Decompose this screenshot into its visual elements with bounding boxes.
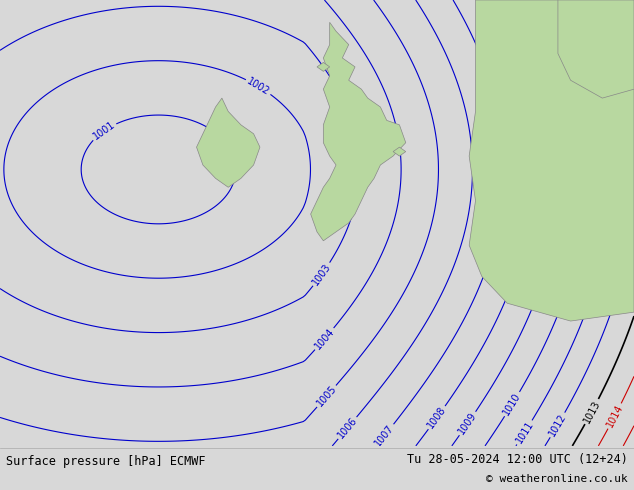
Text: 1012: 1012	[597, 1, 616, 27]
Text: 1004: 1004	[313, 326, 336, 351]
Polygon shape	[393, 147, 406, 156]
Text: Surface pressure [hPa] ECMWF: Surface pressure [hPa] ECMWF	[6, 455, 206, 468]
Text: 1006: 1006	[335, 416, 359, 441]
Text: 1013: 1013	[581, 398, 602, 425]
Text: © weatheronline.co.uk: © weatheronline.co.uk	[486, 474, 628, 484]
Text: 1005: 1005	[314, 384, 339, 409]
Text: 1007: 1007	[373, 423, 396, 448]
Text: 1002: 1002	[245, 76, 271, 97]
Text: 1010: 1010	[501, 391, 523, 417]
Text: 1008: 1008	[425, 405, 448, 431]
Text: 1009: 1009	[456, 411, 479, 437]
Text: 1014: 1014	[605, 403, 624, 429]
Text: 1003: 1003	[311, 262, 333, 287]
Text: Tu 28-05-2024 12:00 UTC (12+24): Tu 28-05-2024 12:00 UTC (12+24)	[407, 453, 628, 466]
Polygon shape	[317, 62, 330, 72]
Text: 1001: 1001	[91, 120, 117, 142]
Text: 1011: 1011	[514, 419, 535, 445]
Polygon shape	[558, 0, 634, 98]
Text: 1012: 1012	[547, 412, 568, 438]
Polygon shape	[469, 0, 634, 321]
Polygon shape	[311, 22, 406, 241]
Polygon shape	[197, 98, 260, 187]
